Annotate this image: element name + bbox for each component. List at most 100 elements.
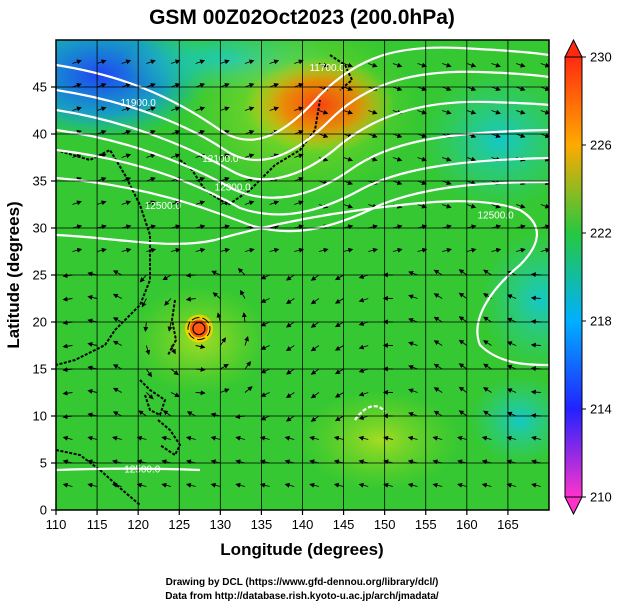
streamline-arrow (164, 298, 172, 306)
streamline-arrow (294, 176, 304, 182)
streamline-arrow (112, 411, 122, 417)
streamline-arrow (235, 435, 246, 441)
streamline-arrow (87, 294, 98, 300)
streamline-arrow (433, 269, 443, 276)
streamline-arrow (417, 203, 427, 209)
streamline-arrow (136, 482, 147, 488)
streamline-arrow (170, 129, 181, 135)
x-tick-label: 145 (333, 517, 355, 532)
streamline-arrow (309, 482, 320, 488)
streamline-arrow (121, 106, 132, 112)
streamline-arrow (433, 340, 443, 346)
streamline-arrow (96, 176, 107, 182)
typhoon-swirl (187, 317, 211, 341)
streamline-arrow (466, 62, 477, 68)
streamline-arrow (457, 435, 467, 441)
x-tick-label: 155 (415, 517, 437, 532)
streamline-arrow (458, 386, 468, 393)
streamline-arrow (531, 482, 541, 488)
streamline-arrow (408, 317, 418, 323)
streamline-arrow (87, 341, 98, 347)
typhoon-swirl (192, 321, 206, 336)
streamline-arrow (343, 203, 354, 209)
typhoon-center (184, 314, 213, 343)
streamline-arrow (506, 411, 517, 417)
streamline-arrow (408, 388, 418, 394)
streamline-arrow (62, 482, 73, 488)
streamline-arrow (333, 482, 344, 488)
streamline-arrow (417, 156, 427, 162)
streamline-arrow (358, 435, 369, 441)
streamline-arrow (219, 337, 227, 346)
streamline-arrow (343, 109, 354, 115)
streamline-arrow (235, 482, 246, 488)
streamline-arrow (334, 345, 344, 351)
streamline-arrow (87, 388, 98, 394)
chart-title: GSM 00Z02Oct2023 (200.0hPa) (149, 6, 455, 29)
contour-label: 11700.0 (309, 63, 345, 74)
streamline-arrow (516, 247, 526, 253)
streamline-arrow (259, 482, 270, 488)
colorbar: 210 214 218 222 226 230 (564, 38, 612, 516)
streamline-arrow (483, 316, 492, 323)
streamline-arrow (458, 410, 468, 417)
streamline-arrow (161, 482, 172, 488)
streamline-arrow (220, 106, 230, 112)
streamline-arrow (506, 388, 517, 393)
streamline-arrow (383, 482, 393, 488)
colorbar-tick-label: 230 (590, 50, 612, 65)
height-contours (56, 46, 549, 472)
streamline-arrow (146, 176, 156, 182)
y-tick-label: 0 (40, 503, 47, 518)
streamline-arrow (491, 86, 501, 92)
streamline-arrow (515, 86, 526, 92)
streamline-arrow (392, 133, 403, 139)
streamline-arrow (358, 368, 369, 373)
streamline-arrow (294, 106, 304, 112)
streamline-arrow (220, 363, 229, 370)
streamline-arrow (432, 482, 443, 488)
streamline-arrow (358, 415, 369, 420)
streamline-arrow (343, 86, 354, 92)
streamline-arrow (343, 62, 354, 68)
streamline-arrow (294, 153, 304, 159)
streamline-arrow (146, 59, 156, 65)
colorbar-tick-label: 214 (590, 402, 612, 417)
streamline-arrow (244, 153, 255, 159)
grid-lines (56, 40, 549, 510)
streamline-arrow (244, 200, 255, 206)
streamline-arrow (310, 392, 320, 399)
streamline-arrow (72, 200, 82, 206)
streamline-arrow (358, 274, 369, 279)
streamline-arrow (146, 392, 154, 400)
streamline-arrow (260, 415, 270, 421)
streamline-arrow (433, 410, 443, 417)
streamline-arrow (318, 62, 329, 68)
contour-label: 12500.0 (124, 464, 161, 475)
streamline-arrow (136, 435, 147, 441)
streamline-arrow (269, 82, 280, 88)
streamline-arrow (195, 59, 206, 65)
y-tick-label: 35 (33, 174, 47, 189)
streamline-arrow (260, 345, 270, 350)
streamline-arrow (343, 247, 354, 253)
streamline-arrow (310, 345, 320, 352)
streamline-arrow (87, 482, 98, 488)
streamline-arrow (433, 293, 443, 299)
streamline-arrow (442, 62, 452, 68)
streamline-arrow (220, 176, 230, 182)
x-axis: 110 115 120 125 130 135 140 145 150 155 160 165 (46, 510, 519, 532)
streamline-arrow (483, 410, 492, 417)
streamline-arrow (96, 82, 107, 88)
x-tick-label: 110 (46, 517, 67, 532)
streamline-arrow (170, 345, 176, 355)
streamline-arrow (195, 200, 206, 206)
streamline-arrow (121, 153, 132, 159)
streamline-arrow (458, 363, 468, 370)
streamline-arrow (146, 153, 156, 159)
streamline-arrow (121, 247, 132, 253)
streamline-arrow (96, 59, 107, 65)
streamline-arrow (146, 106, 156, 112)
streamline-arrow (195, 106, 206, 112)
streamline-arrow (121, 82, 132, 88)
